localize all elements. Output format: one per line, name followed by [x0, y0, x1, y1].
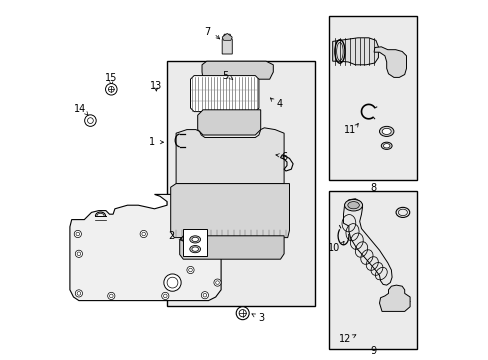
- Circle shape: [236, 307, 249, 320]
- Circle shape: [213, 279, 221, 286]
- Ellipse shape: [192, 237, 198, 242]
- Ellipse shape: [347, 202, 359, 209]
- Text: 2: 2: [168, 231, 175, 241]
- Bar: [183, 229, 206, 256]
- Ellipse shape: [381, 142, 391, 149]
- Polygon shape: [373, 47, 406, 77]
- Circle shape: [76, 232, 80, 236]
- Circle shape: [188, 243, 192, 247]
- Polygon shape: [222, 34, 232, 54]
- Text: 7: 7: [204, 27, 210, 37]
- Circle shape: [140, 230, 147, 238]
- Ellipse shape: [189, 236, 200, 243]
- Text: 6: 6: [281, 152, 287, 162]
- Polygon shape: [197, 110, 260, 135]
- Text: 12: 12: [338, 334, 351, 344]
- Circle shape: [186, 266, 194, 274]
- Polygon shape: [179, 236, 284, 259]
- Polygon shape: [332, 38, 378, 65]
- Polygon shape: [190, 76, 258, 112]
- Text: 11: 11: [343, 125, 355, 135]
- Circle shape: [142, 232, 145, 236]
- Text: 8: 8: [369, 183, 375, 193]
- Circle shape: [162, 292, 168, 300]
- Ellipse shape: [379, 126, 393, 136]
- Ellipse shape: [382, 129, 390, 135]
- Circle shape: [239, 310, 246, 317]
- Polygon shape: [379, 285, 409, 311]
- Circle shape: [87, 118, 93, 123]
- Polygon shape: [202, 61, 273, 79]
- Polygon shape: [176, 128, 284, 184]
- Circle shape: [74, 230, 81, 238]
- Circle shape: [163, 274, 181, 291]
- Circle shape: [188, 268, 192, 272]
- Circle shape: [108, 86, 114, 92]
- Text: 15: 15: [105, 73, 117, 84]
- Text: 4: 4: [276, 99, 282, 109]
- Ellipse shape: [344, 199, 362, 211]
- Circle shape: [84, 115, 96, 126]
- Circle shape: [75, 290, 82, 297]
- Polygon shape: [343, 199, 391, 285]
- Circle shape: [201, 292, 208, 299]
- Text: 9: 9: [369, 346, 375, 356]
- Text: 5: 5: [222, 71, 228, 81]
- Bar: [167, 61, 314, 306]
- Polygon shape: [70, 194, 226, 301]
- Ellipse shape: [192, 247, 198, 251]
- Polygon shape: [170, 184, 289, 238]
- Circle shape: [109, 294, 113, 298]
- Circle shape: [215, 281, 219, 284]
- Polygon shape: [222, 33, 232, 40]
- Ellipse shape: [383, 144, 389, 148]
- Circle shape: [163, 294, 167, 298]
- Circle shape: [186, 241, 194, 248]
- Circle shape: [75, 250, 82, 257]
- Text: 10: 10: [328, 243, 340, 253]
- Circle shape: [107, 292, 115, 300]
- Bar: [328, 16, 416, 180]
- Text: 3: 3: [258, 312, 264, 323]
- Text: 1: 1: [149, 137, 155, 147]
- Text: 13: 13: [150, 81, 162, 91]
- Circle shape: [167, 277, 178, 288]
- Circle shape: [77, 252, 81, 256]
- Circle shape: [203, 293, 206, 297]
- Circle shape: [105, 84, 117, 95]
- Ellipse shape: [189, 246, 200, 253]
- Bar: [328, 191, 416, 349]
- Text: 14: 14: [74, 104, 86, 114]
- Circle shape: [77, 292, 81, 295]
